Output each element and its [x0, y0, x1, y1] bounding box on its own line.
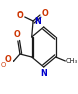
Text: O: O: [41, 9, 48, 19]
Text: O: O: [5, 55, 12, 64]
Text: O: O: [17, 11, 23, 20]
Text: −: −: [16, 10, 22, 16]
Text: N: N: [34, 17, 41, 25]
Text: O: O: [14, 30, 21, 39]
Text: O: O: [1, 62, 6, 68]
Text: N: N: [40, 69, 47, 78]
Text: CH₃: CH₃: [66, 58, 78, 64]
